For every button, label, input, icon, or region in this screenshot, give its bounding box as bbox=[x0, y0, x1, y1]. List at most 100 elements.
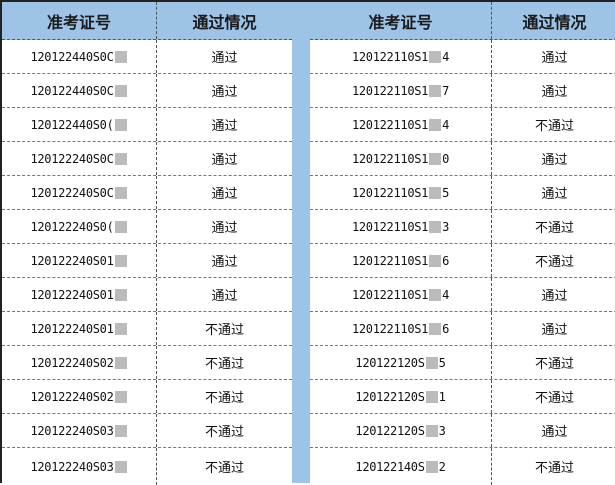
left-table: 准考证号 通过情况 120122440S0C 通过 120122440S0C 通过 12… bbox=[2, 2, 292, 485]
id-cell[interactable]: 120122110S1 5 bbox=[310, 176, 492, 209]
id-cell[interactable]: 120122240S03 bbox=[2, 414, 157, 447]
id-suffix: 7 bbox=[442, 83, 450, 98]
mosaic-blur bbox=[425, 390, 438, 403]
status-cell[interactable]: 通过 bbox=[541, 187, 568, 202]
id-cell[interactable]: 120122110S1 6 bbox=[310, 312, 492, 345]
status-cell[interactable]: 通过 bbox=[541, 289, 568, 304]
table-row: 120122110S1 4 通过 bbox=[310, 40, 615, 74]
table-row: 120122240S0( 通过 bbox=[2, 210, 292, 244]
mosaic-blur bbox=[114, 322, 127, 335]
status-cell[interactable]: 通过 bbox=[211, 221, 238, 236]
table-row: 120122240S03 不通过 bbox=[2, 414, 292, 448]
id-text: 120122440S0C bbox=[30, 49, 114, 64]
mosaic-blur bbox=[114, 152, 127, 165]
table-row: 120122120S 3 通过 bbox=[310, 414, 615, 448]
status-cell[interactable]: 通过 bbox=[211, 119, 238, 134]
status-cell[interactable]: 不通过 bbox=[534, 357, 574, 372]
table-row: 120122120S 5 不通过 bbox=[310, 346, 615, 380]
status-cell[interactable]: 通过 bbox=[211, 153, 238, 168]
id-cell[interactable]: 120122440S0C bbox=[2, 74, 157, 107]
status-cell[interactable]: 不通过 bbox=[534, 391, 574, 406]
table-row: 120122440S0C 通过 bbox=[2, 74, 292, 108]
mosaic-blur bbox=[429, 186, 442, 199]
header-status[interactable]: 通过情况 bbox=[192, 12, 257, 32]
id-cell[interactable]: 120122120S 3 bbox=[310, 414, 492, 447]
id-text: 120122110S1 bbox=[351, 151, 429, 166]
id-cell[interactable]: 120122240S02 bbox=[2, 380, 157, 413]
table-row: 120122110S1 3 不通过 bbox=[310, 210, 615, 244]
table-row: 120122140S 2 不通过 bbox=[310, 448, 615, 485]
id-text: 120122110S1 bbox=[351, 49, 429, 64]
mosaic-blur bbox=[429, 288, 442, 301]
status-cell[interactable]: 不通过 bbox=[534, 119, 574, 134]
status-cell[interactable]: 通过 bbox=[211, 187, 238, 202]
id-text: 120122240S01 bbox=[30, 253, 114, 268]
status-cell[interactable]: 通过 bbox=[211, 85, 238, 100]
status-cell[interactable]: 通过 bbox=[211, 51, 238, 66]
status-cell[interactable]: 通过 bbox=[541, 51, 568, 66]
mosaic-blur bbox=[425, 356, 438, 369]
id-cell[interactable]: 120122110S1 6 bbox=[310, 244, 492, 277]
id-suffix: 6 bbox=[442, 321, 450, 336]
mosaic-blur bbox=[114, 84, 127, 97]
id-text: 120122110S1 bbox=[351, 253, 429, 268]
header-id[interactable]: 准考证号 bbox=[310, 2, 492, 39]
status-cell[interactable]: 通过 bbox=[541, 425, 568, 440]
id-text: 120122120S bbox=[355, 423, 425, 438]
status-cell[interactable]: 通过 bbox=[211, 255, 238, 270]
id-cell[interactable]: 120122440S0C bbox=[2, 40, 157, 73]
table-row: 120122240S0C 通过 bbox=[2, 176, 292, 210]
status-cell[interactable]: 不通过 bbox=[204, 357, 244, 372]
id-cell[interactable]: 120122240S01 bbox=[2, 278, 157, 311]
status-cell[interactable]: 不通过 bbox=[534, 461, 574, 476]
table-row: 120122110S1 7 通过 bbox=[310, 74, 615, 108]
id-text: 120122240S02 bbox=[30, 355, 114, 370]
id-cell[interactable]: 120122110S1 7 bbox=[310, 74, 492, 107]
id-text: 120122120S bbox=[355, 389, 425, 404]
header-id[interactable]: 准考证号 bbox=[2, 2, 157, 39]
id-text: 120122140S bbox=[355, 459, 425, 474]
table-row: 120122110S1 4 不通过 bbox=[310, 108, 615, 142]
id-cell[interactable]: 120122240S02 bbox=[2, 346, 157, 379]
id-cell[interactable]: 120122110S1 4 bbox=[310, 278, 492, 311]
id-cell[interactable]: 120122110S1 0 bbox=[310, 142, 492, 175]
status-cell[interactable]: 不通过 bbox=[204, 391, 244, 406]
id-cell[interactable]: 120122240S03 bbox=[2, 448, 157, 485]
mosaic-blur bbox=[114, 254, 127, 267]
id-cell[interactable]: 120122110S1 4 bbox=[310, 108, 492, 141]
id-cell[interactable]: 120122240S01 bbox=[2, 312, 157, 345]
id-cell[interactable]: 120122240S0C bbox=[2, 176, 157, 209]
mosaic-blur bbox=[114, 356, 127, 369]
table-row: 120122110S1 0 通过 bbox=[310, 142, 615, 176]
mosaic-blur bbox=[114, 50, 127, 63]
id-text: 120122240S0C bbox=[30, 151, 114, 166]
status-cell[interactable]: 不通过 bbox=[534, 221, 574, 236]
status-cell[interactable]: 通过 bbox=[541, 85, 568, 100]
id-suffix: 2 bbox=[438, 459, 446, 474]
id-suffix: 5 bbox=[438, 355, 446, 370]
id-text: 120122110S1 bbox=[351, 117, 429, 132]
id-cell[interactable]: 120122240S0C bbox=[2, 142, 157, 175]
id-suffix: 1 bbox=[438, 389, 446, 404]
status-cell[interactable]: 不通过 bbox=[534, 255, 574, 270]
id-cell[interactable]: 120122440S0( bbox=[2, 108, 157, 141]
id-cell[interactable]: 120122120S 5 bbox=[310, 346, 492, 379]
status-cell[interactable]: 不通过 bbox=[204, 323, 244, 338]
status-cell[interactable]: 通过 bbox=[211, 289, 238, 304]
id-cell[interactable]: 120122240S0( bbox=[2, 210, 157, 243]
id-cell[interactable]: 120122140S 2 bbox=[310, 448, 492, 485]
status-cell[interactable]: 通过 bbox=[541, 323, 568, 338]
id-suffix: 3 bbox=[442, 219, 450, 234]
mosaic-blur bbox=[114, 460, 127, 473]
mosaic-blur bbox=[425, 424, 438, 437]
id-cell[interactable]: 120122110S1 4 bbox=[310, 40, 492, 73]
id-cell[interactable]: 120122120S 1 bbox=[310, 380, 492, 413]
header-status[interactable]: 通过情况 bbox=[522, 12, 587, 32]
id-text: 120122240S0C bbox=[30, 185, 114, 200]
status-cell[interactable]: 通过 bbox=[541, 153, 568, 168]
status-cell[interactable]: 不通过 bbox=[204, 461, 244, 476]
id-cell[interactable]: 120122240S01 bbox=[2, 244, 157, 277]
id-text: 120122120S bbox=[355, 355, 425, 370]
status-cell[interactable]: 不通过 bbox=[204, 425, 244, 440]
id-cell[interactable]: 120122110S1 3 bbox=[310, 210, 492, 243]
